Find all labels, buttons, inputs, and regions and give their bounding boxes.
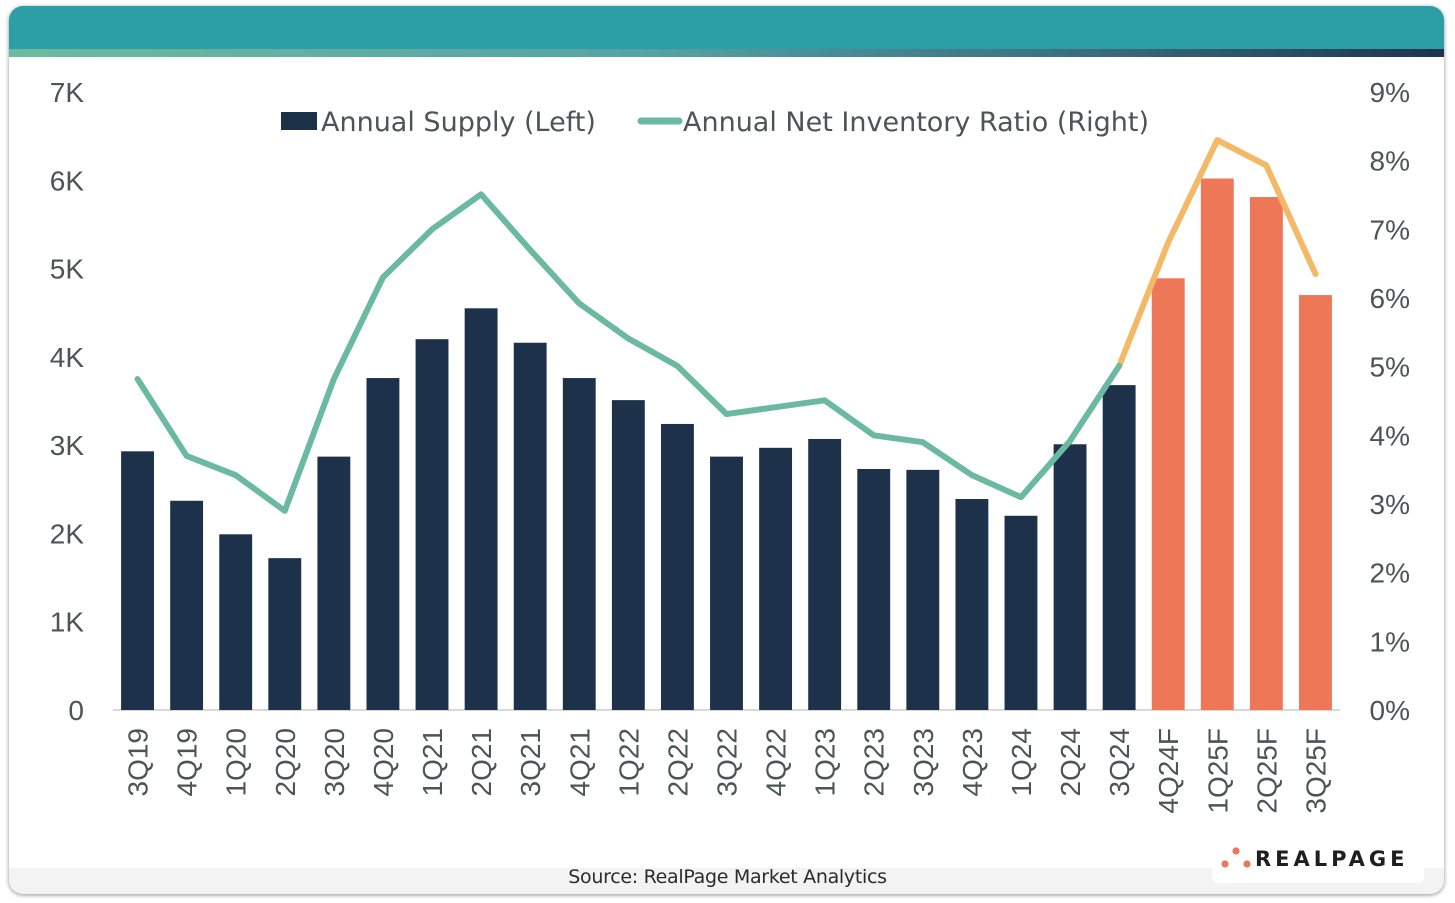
supply-bar xyxy=(1004,515,1038,710)
x-axis-tick-label: 3Q22 xyxy=(712,728,743,797)
left-axis-tick-label: 3K xyxy=(50,430,85,461)
right-axis-tick-label: 3% xyxy=(1370,489,1410,520)
x-axis-tick-label: 2Q21 xyxy=(466,728,497,797)
left-axis: 0 1K 2K 3K 4K 5K 6K 7K xyxy=(50,77,85,726)
x-axis-tick-label: 4Q23 xyxy=(957,728,988,797)
legend-label-supply: Annual Supply (Left) xyxy=(321,107,596,138)
supply-bar xyxy=(219,534,253,710)
right-axis-tick-label: 6% xyxy=(1370,283,1410,314)
x-axis-tick-label: 3Q24 xyxy=(1104,728,1135,797)
supply-bar-forecast xyxy=(1249,197,1283,710)
supply-bar xyxy=(562,378,596,710)
x-axis-tick-label: 3Q25F xyxy=(1300,728,1331,814)
left-axis-tick-label: 4K xyxy=(50,342,85,373)
left-axis-tick-label: 7K xyxy=(50,77,85,108)
legend-label-ratio: Annual Net Inventory Ratio (Right) xyxy=(683,107,1149,138)
x-axis-tick-label: 2Q22 xyxy=(662,728,693,797)
ratio-line xyxy=(134,137,1319,514)
left-axis-tick-label: 5K xyxy=(50,254,85,285)
right-axis-tick-label: 7% xyxy=(1370,214,1410,245)
legend: Annual Supply (Left) Annual Net Inventor… xyxy=(281,107,1149,138)
x-axis-tick-label: 3Q20 xyxy=(319,728,350,797)
x-axis-tick-label: 1Q23 xyxy=(810,728,841,797)
supply-bar xyxy=(268,558,302,710)
left-axis-tick-label: 1K xyxy=(50,607,85,638)
right-axis-tick-label: 2% xyxy=(1370,558,1410,589)
x-axis-tick-label: 3Q21 xyxy=(515,728,546,797)
x-axis-tick-label: 1Q24 xyxy=(1006,728,1037,797)
supply-bar xyxy=(857,468,891,710)
x-axis-tick-label: 3Q23 xyxy=(908,728,939,797)
x-axis-tick-label: 2Q23 xyxy=(859,728,890,797)
supply-bar xyxy=(1102,385,1136,710)
x-axis-tick-label: 4Q20 xyxy=(368,728,399,797)
left-axis-tick-label: 2K xyxy=(50,518,85,549)
supply-bar xyxy=(464,308,498,710)
header-band xyxy=(9,6,1444,49)
supply-bars xyxy=(121,178,1332,710)
footer-band xyxy=(9,868,1444,894)
x-axis-tick-label: 1Q25F xyxy=(1202,728,1233,814)
supply-bar xyxy=(906,469,940,710)
right-axis-tick-label: 8% xyxy=(1370,146,1410,177)
supply-bar-forecast xyxy=(1200,178,1234,710)
ratio-line-actual xyxy=(134,191,1123,514)
x-axis-tick-label: 4Q22 xyxy=(761,728,792,797)
supply-bar-forecast xyxy=(1299,295,1332,710)
right-axis-tick-label: 5% xyxy=(1370,352,1410,383)
legend-swatch-supply xyxy=(281,112,317,130)
realpage-dots-icon xyxy=(1221,847,1251,868)
supply-bar xyxy=(660,423,694,710)
x-axis-labels: 3Q19 4Q19 1Q20 2Q20 3Q20 4Q20 1Q21 2Q21 3Q21 4Q21… xyxy=(123,728,1332,814)
right-axis-tick-label: 9% xyxy=(1370,77,1410,108)
x-axis-tick-label: 2Q25F xyxy=(1251,728,1282,814)
supply-bar xyxy=(513,342,547,710)
supply-bar xyxy=(1053,444,1087,710)
x-axis-tick-label: 4Q21 xyxy=(564,728,595,797)
supply-bar xyxy=(415,339,449,710)
supply-bar xyxy=(121,451,154,710)
right-axis-tick-label: 4% xyxy=(1370,420,1410,451)
supply-bar-forecast xyxy=(1151,278,1185,710)
supply-bar xyxy=(366,378,400,710)
supply-bar xyxy=(710,456,743,710)
x-axis-tick-label: 2Q24 xyxy=(1055,728,1086,797)
x-axis-tick-label: 2Q20 xyxy=(270,728,301,797)
supply-bar xyxy=(170,500,204,710)
supply-bar xyxy=(955,498,989,710)
x-axis-tick-label: 4Q24F xyxy=(1153,728,1184,814)
ratio-line-forecast xyxy=(1116,137,1319,369)
left-axis-tick-label: 0 xyxy=(68,695,84,726)
realpage-logo-text: REALPAGE xyxy=(1255,847,1409,871)
supply-bar xyxy=(611,400,645,710)
header-gradient-strip xyxy=(9,49,1444,57)
supply-bar xyxy=(808,438,842,710)
right-axis: 0% 1% 2% 3% 4% 5% 6% 7% 8% 9% xyxy=(1370,77,1410,726)
right-axis-tick-label: 0% xyxy=(1370,695,1410,726)
x-axis-tick-label: 3Q19 xyxy=(123,728,154,797)
x-axis-tick-label: 1Q21 xyxy=(417,728,448,797)
right-axis-tick-label: 1% xyxy=(1370,626,1410,657)
left-axis-tick-label: 6K xyxy=(50,165,85,196)
source-note: Source: RealPage Market Analytics xyxy=(568,866,887,888)
supply-bar xyxy=(317,456,351,710)
x-axis-tick-label: 1Q22 xyxy=(613,728,644,797)
supply-bar xyxy=(759,447,793,710)
x-axis-tick-label: 1Q20 xyxy=(221,728,252,797)
x-axis-tick-label: 4Q19 xyxy=(172,728,203,797)
